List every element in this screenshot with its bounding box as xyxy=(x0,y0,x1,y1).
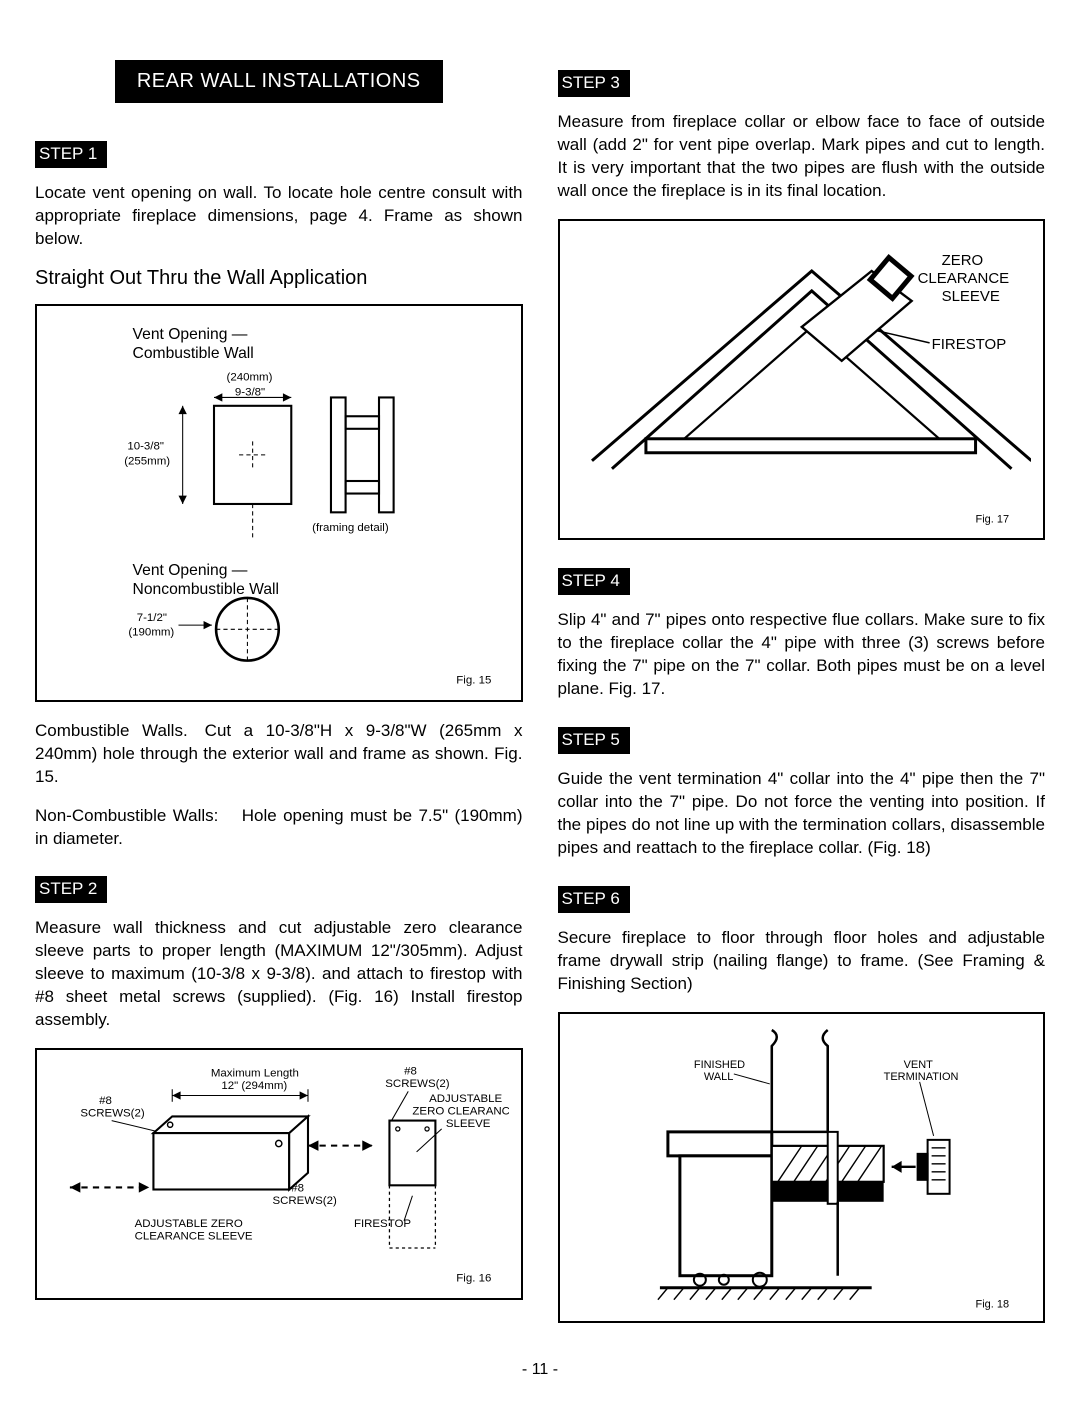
width-in: 9-3/8" xyxy=(235,386,265,398)
height-mm: (255mm) xyxy=(124,455,170,467)
dia-in: 7-1/2" xyxy=(137,612,167,624)
framing-label: (framing detail) xyxy=(312,522,389,534)
vent2: TERMINATION xyxy=(883,1071,958,1083)
adj3: SLEEVE xyxy=(446,1118,491,1130)
step-2-label: STEP 2 xyxy=(35,876,107,903)
framing-detail-icon xyxy=(331,397,394,512)
vent-comb-line1: Vent Opening — xyxy=(133,326,248,343)
screws-r2: SCREWS(2) xyxy=(385,1078,450,1090)
step-4-text: Slip 4" and 7" pipes onto respective flu… xyxy=(558,609,1046,701)
firestop-label: FIRESTOP xyxy=(354,1218,411,1230)
finished2: WALL xyxy=(703,1071,732,1083)
vent-termination-icon xyxy=(917,1140,949,1194)
zero2: CLEARANCE SLEEVE xyxy=(135,1231,253,1243)
step1-after2: Non-Combustible Walls: Hole opening must… xyxy=(35,805,523,851)
dia-mm: (190mm) xyxy=(128,626,174,638)
height-in: 10-3/8" xyxy=(127,440,164,452)
page-number: - 11 - xyxy=(35,1361,1045,1379)
right-column: STEP 3 Measure from fireplace collar or … xyxy=(558,60,1046,1341)
vent-noncomb-line2: Noncombustible Wall xyxy=(133,581,279,598)
step-3-text: Measure from fireplace collar or elbow f… xyxy=(558,111,1046,203)
figure-17-svg: ZERO CLEARANCE SLEEVE FIRESTOP Fig. 17 xyxy=(572,231,1032,531)
screws-l2: SCREWS(2) xyxy=(80,1108,145,1120)
zcs1: ZERO xyxy=(941,252,983,269)
vent-pipe-icon xyxy=(771,1132,883,1204)
zcs2: CLEARANCE xyxy=(917,270,1009,287)
vent-noncomb-line1: Vent Opening — xyxy=(133,562,248,579)
fig15-caption: Fig. 15 xyxy=(456,674,491,686)
vent-comb-line2: Combustible Wall xyxy=(133,345,254,362)
step-6-label: STEP 6 xyxy=(558,886,630,913)
adj2: ZERO CLEARANCE xyxy=(412,1105,508,1117)
figure-17-box: ZERO CLEARANCE SLEEVE FIRESTOP Fig. 17 xyxy=(558,219,1046,541)
figure-18-box: FINISHED WALL VENT TERMINATION Fig. 18 xyxy=(558,1012,1046,1324)
ground-hatch-icon xyxy=(657,1287,859,1299)
screws-b2: SCREWS(2) xyxy=(272,1195,337,1207)
left-column: REAR WALL INSTALLATIONS STEP 1 Locate ve… xyxy=(35,60,523,1341)
straight-out-subhead: Straight Out Thru the Wall Application xyxy=(35,267,523,290)
firestop-label-17: FIRESTOP xyxy=(931,336,1006,353)
step-3-label: STEP 3 xyxy=(558,70,630,97)
step-2-text: Measure wall thickness and cut adjustabl… xyxy=(35,917,523,1032)
step-1-text: Locate vent opening on wall. To locate h… xyxy=(35,182,523,251)
figure-16-box: Maximum Length 12" (294mm) #8 SCREWS(2) … xyxy=(35,1048,523,1300)
fireplace-icon xyxy=(667,1132,771,1287)
adj1: ADJUSTABLE xyxy=(429,1093,502,1105)
zcs3: SLEEVE xyxy=(941,288,999,305)
figure-18-svg: FINISHED WALL VENT TERMINATION Fig. 18 xyxy=(572,1024,1032,1314)
step-5-label: STEP 5 xyxy=(558,727,630,754)
zero1: ADJUSTABLE ZERO xyxy=(135,1218,243,1230)
fig18-caption: Fig. 18 xyxy=(975,1298,1009,1310)
screws-l1: #8 xyxy=(99,1095,112,1107)
maxlen2: 12" (294mm) xyxy=(221,1080,287,1092)
figure-16-svg: Maximum Length 12" (294mm) #8 SCREWS(2) … xyxy=(49,1060,509,1290)
figure-15-svg: Vent Opening — Combustible Wall (240mm) … xyxy=(49,316,509,692)
width-mm: (240mm) xyxy=(227,372,273,384)
finished1: FINISHED xyxy=(693,1059,744,1071)
step1-after1: Combustible Walls. Cut a 10-3/8"H x 9-3/… xyxy=(35,720,523,789)
vent1: VENT xyxy=(903,1059,933,1071)
step-1-label: STEP 1 xyxy=(35,141,107,168)
step-5-text: Guide the vent termination 4" collar int… xyxy=(558,768,1046,860)
sleeve-box-icon xyxy=(153,1117,308,1190)
section-title: REAR WALL INSTALLATIONS xyxy=(115,60,443,103)
fig17-caption: Fig. 17 xyxy=(975,513,1009,525)
fig16-caption: Fig. 16 xyxy=(456,1273,491,1285)
step-6-text: Secure fireplace to floor through floor … xyxy=(558,927,1046,996)
screws-b1: #8 xyxy=(291,1183,304,1195)
step-4-label: STEP 4 xyxy=(558,568,630,595)
figure-15-box: Vent Opening — Combustible Wall (240mm) … xyxy=(35,304,523,702)
maxlen1: Maximum Length xyxy=(211,1068,299,1080)
screws-r1: #8 xyxy=(404,1066,417,1078)
two-column-layout: REAR WALL INSTALLATIONS STEP 1 Locate ve… xyxy=(35,60,1045,1341)
